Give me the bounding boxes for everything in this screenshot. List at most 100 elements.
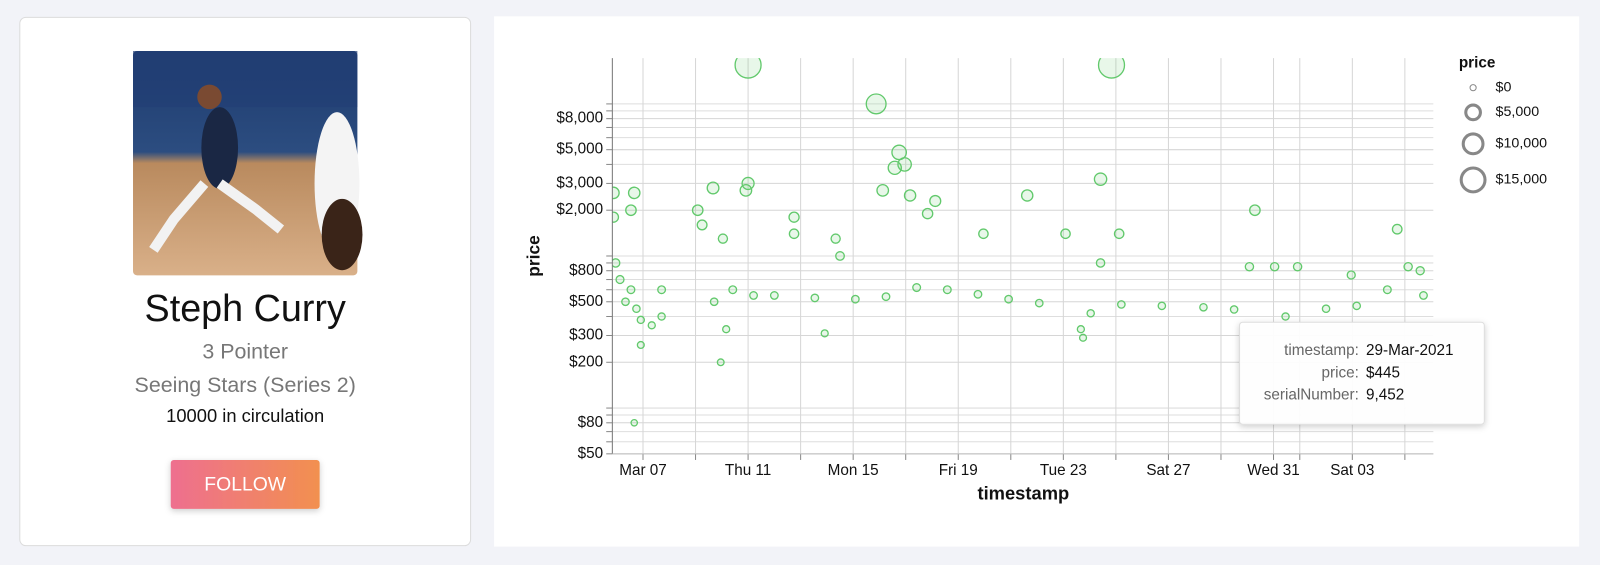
point	[865, 93, 887, 115]
x-tick-label: Fri 19	[939, 462, 978, 479]
x-tick-label: Sat 03	[1330, 462, 1374, 479]
x-axis-title: timestamp	[977, 482, 1069, 503]
tooltip-key: price:	[1322, 364, 1359, 381]
point	[696, 219, 708, 231]
legend-label: $0	[1496, 79, 1512, 95]
point	[876, 183, 890, 197]
point	[973, 289, 983, 299]
legend-label: $5,000	[1496, 104, 1540, 120]
point	[1157, 301, 1167, 311]
x-tick-label: Thu 11	[725, 462, 771, 479]
player-card	[19, 16, 472, 547]
point	[691, 204, 704, 217]
point	[716, 358, 725, 367]
point	[630, 418, 639, 427]
point	[1249, 204, 1261, 217]
point	[835, 251, 845, 261]
follow-button-label[interactable]: FOLLOW	[204, 474, 286, 496]
point	[897, 157, 912, 172]
legend-size-symbol	[1464, 103, 1482, 122]
point	[1403, 261, 1413, 272]
point	[769, 291, 779, 300]
y-tick-label: $200	[569, 353, 603, 370]
point	[749, 291, 758, 300]
point	[626, 285, 636, 295]
point	[1415, 266, 1425, 276]
point	[717, 233, 729, 244]
point	[1060, 228, 1071, 240]
y-tick-label: $500	[569, 293, 603, 310]
point	[881, 292, 891, 302]
tooltip: timestamp: 29-Mar-2021 price: $445 serialNum…	[1239, 321, 1485, 425]
point	[621, 297, 630, 307]
y-tick-label: $800	[569, 262, 603, 279]
player-name: Steph Curry	[145, 287, 346, 329]
x-tick-label: Wed 31	[1247, 462, 1299, 479]
y-tick-label: $5,000	[556, 141, 603, 158]
y-tick-label: $2,000	[556, 201, 603, 218]
point	[1269, 261, 1280, 272]
point	[921, 207, 934, 220]
point	[1117, 300, 1126, 309]
point	[1382, 285, 1392, 295]
legend-title: price	[1459, 54, 1496, 71]
player-image	[133, 50, 363, 276]
point	[734, 58, 762, 79]
point	[647, 321, 656, 330]
y-axis-title: price	[523, 235, 543, 277]
follow-button[interactable]: FOLLOW	[170, 459, 320, 509]
point	[722, 325, 731, 334]
point	[1419, 291, 1428, 300]
point	[741, 176, 755, 191]
point	[1020, 189, 1034, 202]
point	[1229, 305, 1239, 314]
point	[850, 294, 860, 304]
legend-label: $10,000	[1496, 136, 1548, 152]
size-legend: price $0 $5,000 $10,000 $15,000	[1459, 54, 1548, 194]
point	[1086, 308, 1095, 318]
tooltip-key: serialNumber:	[1264, 387, 1359, 404]
point	[709, 297, 719, 307]
point	[1095, 258, 1106, 268]
point	[612, 186, 620, 200]
point	[929, 194, 942, 208]
play-type: 3 Pointer	[202, 340, 288, 364]
y-tick-label: $80	[578, 414, 604, 431]
point	[788, 228, 800, 240]
point	[636, 315, 646, 325]
point	[1244, 261, 1255, 272]
point	[1034, 298, 1044, 308]
axes: $50 $80 $200 $300 $500 $800 $2,000 $3,000 $5,000…	[556, 58, 1434, 479]
tooltip-key: timestamp:	[1284, 342, 1359, 359]
tooltip-box	[1239, 321, 1485, 425]
circulation: 10000 in circulation	[166, 405, 324, 426]
tooltip-value: 29-Mar-2021	[1366, 342, 1454, 359]
point	[1281, 312, 1290, 321]
point	[788, 211, 800, 223]
point	[1391, 223, 1403, 235]
point	[657, 285, 667, 295]
point	[657, 312, 666, 321]
point	[615, 274, 625, 285]
legend-size-symbol	[1469, 84, 1477, 92]
point	[728, 285, 738, 295]
point	[1199, 302, 1208, 312]
point	[1346, 270, 1356, 280]
point	[1093, 172, 1108, 186]
point	[903, 189, 917, 202]
point	[810, 293, 820, 303]
point	[1078, 333, 1088, 342]
x-tick-label: Mon 15	[828, 462, 879, 479]
legend-size-symbol	[1459, 166, 1487, 194]
x-tick-label: Tue 23	[1040, 462, 1087, 479]
x-tick-label: Sat 27	[1146, 462, 1190, 479]
point	[1076, 325, 1086, 334]
set-name: Seeing Stars (Series 2)	[135, 373, 356, 397]
follow-button-bg[interactable]	[170, 459, 320, 509]
point	[636, 340, 645, 350]
y-tick-label: $300	[569, 327, 603, 344]
tooltip-value: $445	[1366, 364, 1400, 381]
point	[627, 186, 641, 200]
